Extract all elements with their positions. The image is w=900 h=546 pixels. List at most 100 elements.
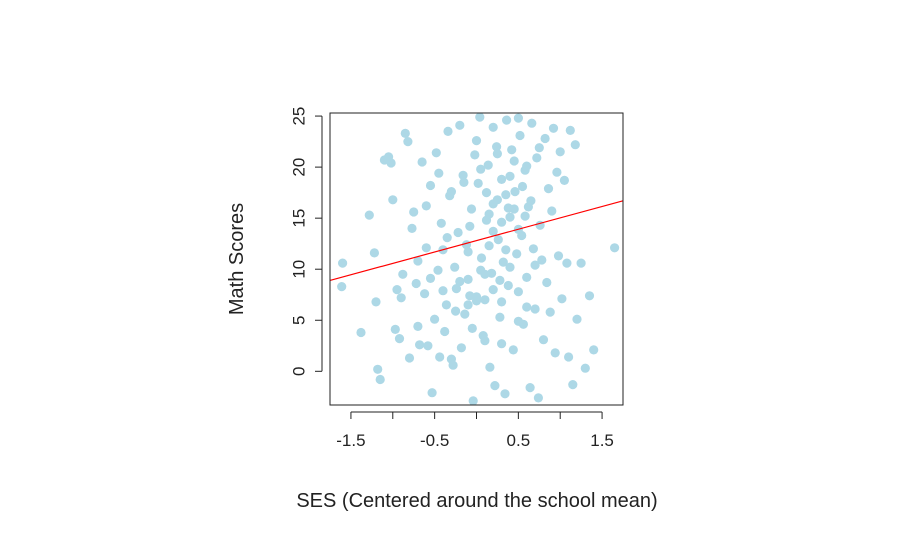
data-point (433, 265, 443, 275)
data-point (392, 285, 402, 295)
data-point (470, 150, 480, 160)
data-point (403, 137, 413, 147)
data-point (503, 280, 513, 291)
y-tick-label: 25 (289, 107, 308, 126)
x-tick-label: -0.5 (420, 431, 449, 450)
data-point (441, 300, 451, 310)
data-point (369, 248, 379, 258)
data-point (513, 316, 524, 326)
data-point (398, 269, 408, 279)
data-point (420, 289, 430, 299)
data-point (488, 285, 498, 295)
data-point (515, 130, 525, 141)
data-point (522, 161, 532, 171)
data-point (530, 260, 540, 270)
data-point (534, 143, 544, 153)
data-point (458, 170, 468, 180)
data-point (446, 187, 456, 197)
data-point (337, 282, 347, 292)
data-point (356, 327, 366, 338)
data-point (411, 278, 421, 289)
regression-line (329, 200, 624, 282)
data-point (417, 157, 427, 167)
data-point (480, 336, 490, 346)
data-point (463, 300, 473, 310)
data-point (564, 352, 574, 362)
x-axis-title: SES (Centered around the school mean) (296, 490, 657, 512)
data-point (476, 253, 487, 263)
data-point (448, 360, 458, 370)
plot-frame (329, 112, 624, 406)
data-point (463, 247, 473, 257)
data-point (572, 314, 582, 324)
data-point (409, 207, 419, 217)
data-point (547, 206, 557, 216)
data-point (492, 142, 502, 152)
data-point (501, 190, 511, 200)
data-point (497, 297, 507, 307)
data-point (550, 348, 560, 358)
data-point (505, 171, 515, 181)
data-point (404, 353, 415, 363)
data-point (435, 352, 445, 362)
data-point (471, 136, 482, 146)
data-point (492, 195, 502, 205)
data-point (488, 226, 498, 236)
data-point (455, 276, 465, 287)
data-point (508, 345, 518, 355)
data-point (525, 383, 535, 393)
data-point (443, 126, 453, 136)
data-point (490, 381, 500, 391)
y-tick-label: 10 (289, 260, 308, 279)
data-point (423, 341, 433, 351)
data-point (438, 286, 448, 296)
data-point (364, 210, 374, 220)
data-point (497, 339, 507, 349)
data-point (552, 167, 562, 177)
data-point (453, 227, 463, 238)
data-point (570, 140, 580, 150)
data-point (394, 334, 405, 344)
data-point (568, 380, 578, 390)
y-axis: 0 5 10 15 20 25 (289, 107, 323, 376)
data-point (466, 204, 477, 214)
data-point (555, 147, 565, 157)
data-point (468, 396, 478, 406)
data-point (459, 177, 469, 187)
data-point (431, 148, 441, 158)
data-point (415, 340, 425, 350)
data-point (484, 241, 494, 251)
data-point (483, 160, 493, 170)
data-point (502, 115, 512, 125)
data-point (542, 277, 552, 288)
data-point (501, 245, 511, 255)
data-point (553, 251, 564, 261)
data-point (371, 297, 381, 307)
data-point (526, 196, 536, 206)
data-point (538, 335, 549, 345)
data-point (421, 243, 431, 253)
data-point (400, 128, 410, 138)
data-point (388, 195, 398, 205)
data-point (532, 153, 542, 163)
data-point (576, 258, 586, 268)
data-point (545, 307, 555, 317)
data-point (500, 389, 510, 399)
data-point (495, 275, 505, 285)
data-point (442, 233, 452, 243)
y-tick-label: 20 (289, 158, 308, 177)
data-point (425, 180, 436, 191)
data-point (510, 187, 520, 197)
x-axis: -1.5 -0.5 0.5 1.5 (336, 411, 614, 450)
data-point (476, 265, 486, 275)
data-point (471, 292, 482, 302)
data-point (512, 249, 522, 259)
y-axis-title: Math Scores (226, 203, 248, 315)
data-point (386, 158, 396, 168)
data-point (396, 293, 406, 303)
data-point (497, 174, 507, 184)
data-point (527, 118, 537, 128)
data-point (517, 181, 528, 192)
data-point (338, 258, 348, 268)
